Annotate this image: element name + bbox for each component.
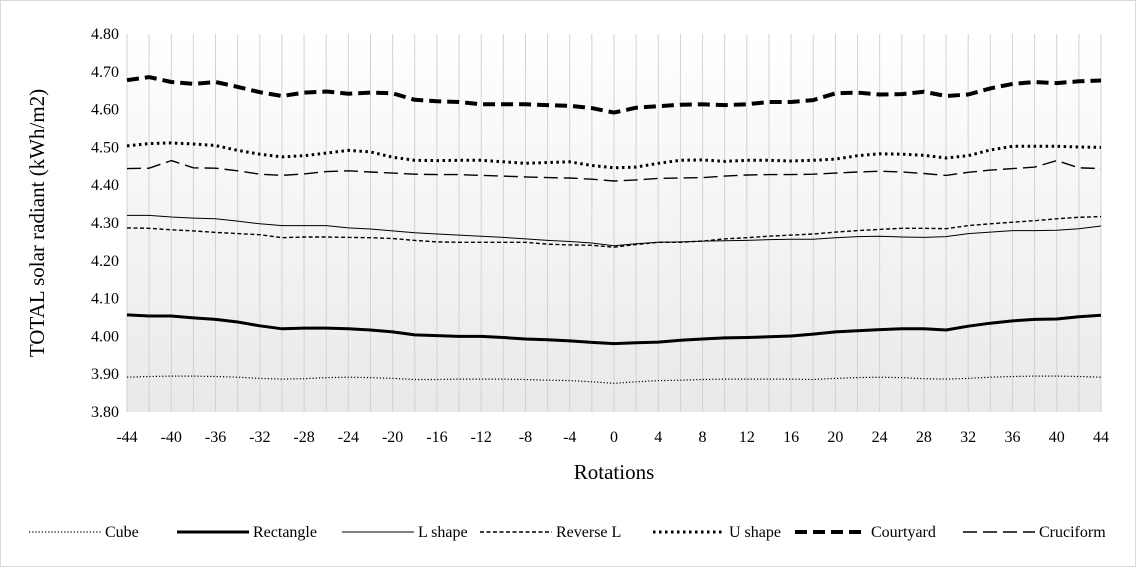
y-tick-label: 4.60 <box>91 102 119 119</box>
x-tick-label: 16 <box>783 429 799 446</box>
x-tick-label: 44 <box>1093 429 1109 446</box>
x-tick-label: 40 <box>1049 429 1065 446</box>
x-tick-label: -12 <box>471 429 492 446</box>
x-axis-title: Rotations <box>574 460 655 484</box>
x-tick-label: -16 <box>426 429 447 446</box>
x-tick-label: -20 <box>382 429 403 446</box>
series-line-courtyard <box>126 75 1102 115</box>
y-tick-label: 3.80 <box>91 404 119 421</box>
y-tick-label: 4.70 <box>91 64 119 81</box>
y-tick-label: 4.00 <box>91 328 119 345</box>
y-axis-title: TOTAL solar radiant (kWh/m2) <box>25 89 49 357</box>
x-tick-label: 4 <box>654 429 662 446</box>
x-tick-label: 12 <box>739 429 755 446</box>
legend-label: Rectangle <box>253 524 317 541</box>
x-tick-label: -44 <box>116 429 137 446</box>
x-tick-label: 0 <box>610 429 618 446</box>
x-tick-label: -4 <box>563 429 576 446</box>
x-tick-label: 32 <box>960 429 976 446</box>
legend-label: Cruciform <box>1039 524 1106 541</box>
x-tick-label: -40 <box>161 429 182 446</box>
x-tick-label: -32 <box>249 429 270 446</box>
series-line-l-shape <box>127 214 1102 247</box>
x-tick-label: 20 <box>827 429 843 446</box>
series-line-rectangle <box>126 313 1102 346</box>
x-tick-label: 36 <box>1004 429 1020 446</box>
y-tick-label: 4.50 <box>91 139 119 156</box>
series-line-cruciform <box>126 159 1102 182</box>
x-tick-label: 28 <box>916 429 932 446</box>
x-tick-label: -24 <box>338 429 359 446</box>
x-tick-label: -28 <box>293 429 314 446</box>
y-tick-label: 4.80 <box>91 26 119 43</box>
series-line-cube <box>126 375 1102 384</box>
x-tick-label: 8 <box>699 429 707 446</box>
legend-label: U shape <box>729 524 781 541</box>
legend-label: Courtyard <box>871 524 936 541</box>
x-tick-label: 24 <box>872 429 888 446</box>
legend: Cube Rectangle L shape Reverse L U shape Cour… <box>29 524 1106 541</box>
y-tick-label: 4.30 <box>91 215 119 232</box>
legend-label: Reverse L <box>556 524 621 541</box>
y-tick-label: 4.40 <box>91 177 119 194</box>
y-tick-label: 4.20 <box>91 253 119 270</box>
legend-label: Cube <box>105 524 139 541</box>
y-tick-label: 3.90 <box>91 366 119 383</box>
series-line-reverse-l <box>126 215 1102 248</box>
x-tick-label: -8 <box>519 429 532 446</box>
x-tick-label: -36 <box>205 429 226 446</box>
y-tick-label: 4.10 <box>91 291 119 308</box>
series-line-u-shape <box>126 141 1102 170</box>
legend-label: L shape <box>418 524 468 541</box>
